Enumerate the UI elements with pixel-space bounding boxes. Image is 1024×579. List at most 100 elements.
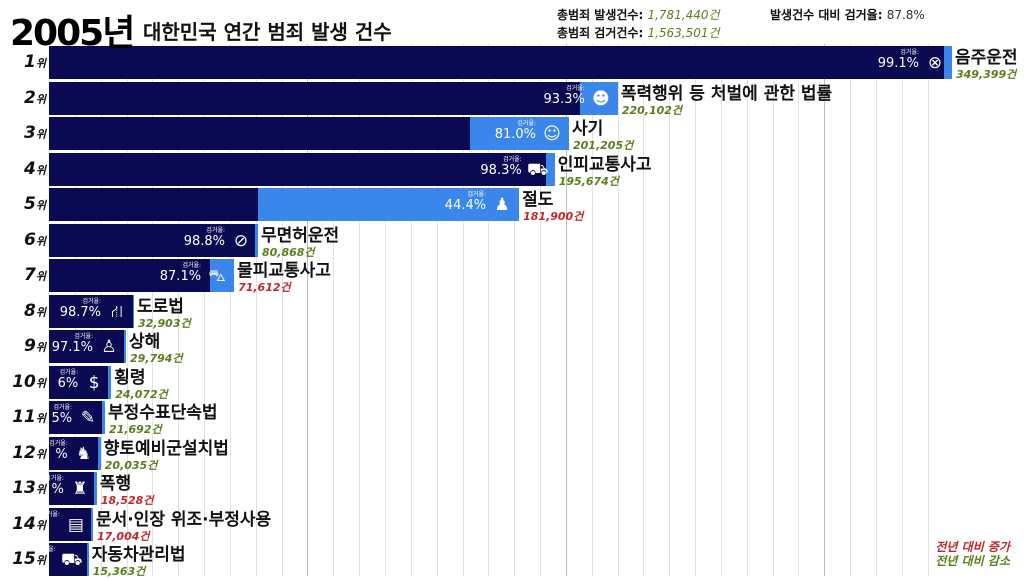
rank-suffix: 위: [35, 518, 46, 532]
arrest-rate: 검거율: 5%: [51, 404, 72, 426]
rank-number: 1: [24, 52, 36, 72]
no-license-icon: ⊘: [233, 230, 249, 251]
rank-label: 2위: [0, 88, 46, 108]
total-occurrence-label: 총범죄 발생건수:: [557, 8, 644, 22]
arrest-rate: 검거율: 87.1%: [160, 262, 201, 284]
rank-suffix: 위: [35, 483, 46, 496]
arrest-rate-value: 5%: [51, 411, 73, 426]
count-label: 349,399건: [956, 68, 1017, 81]
rank-label: 11위: [0, 407, 46, 427]
bar-arrested: [49, 259, 211, 292]
bar-arrested: [49, 401, 103, 434]
money-bag-icon: $: [88, 372, 100, 393]
injured-person-icon: ♙: [101, 337, 117, 357]
total-occurrence: 총범죄 발생건수: 1,781,440건: [557, 6, 720, 23]
category-label: 자동차관리법: [91, 545, 186, 565]
gridline: [772, 44, 774, 576]
arrest-rate: 검거율:%: [49, 440, 68, 462]
arrest-rate-value: 98.3%: [480, 162, 522, 178]
rank-number: 2: [24, 87, 36, 108]
rank-number: 4: [24, 158, 36, 179]
rank-suffix: 위: [35, 234, 46, 248]
arrest-rate-label: 검거율:: [74, 333, 94, 340]
gridline: [229, 44, 231, 576]
rank-label: 1위: [0, 52, 46, 72]
bar-arrested: [49, 188, 258, 221]
rank-number: 13: [12, 478, 36, 498]
gridline: [255, 44, 257, 576]
rank-suffix: 위: [35, 554, 46, 567]
arrest-rate-value: 98.8%: [183, 233, 225, 249]
gridline: [720, 44, 722, 576]
rank-label: 12위: [0, 443, 46, 463]
rank-suffix: 위: [35, 270, 46, 283]
category-label: 폭행: [99, 474, 132, 494]
arrest-rate-label: 검거율:: [45, 475, 64, 482]
bar-arrested: [49, 507, 91, 541]
chart-title: 대한민국 연간 범죄 발생 건수: [143, 20, 392, 44]
rank-suffix: 위: [35, 57, 46, 70]
arrest-rate: 검거율:: [41, 511, 60, 518]
rank-number: 14: [12, 513, 36, 534]
count-label: 17,004건: [96, 529, 150, 543]
count-label: 29,794건: [130, 352, 183, 365]
count-label: 20,035건: [104, 458, 158, 472]
rank-label: 4위: [0, 159, 46, 179]
count-label: 71,612건: [238, 281, 291, 294]
legend-increase: 전년 대비 증가: [935, 540, 1010, 554]
arrest-rate-label: 검거율:: [467, 191, 487, 198]
arrest-rate: 검거율: 98.8%: [184, 227, 225, 249]
arrest-rate-label: 검거율:: [900, 49, 919, 56]
category-label: 상해: [129, 332, 161, 352]
gridline: [178, 44, 180, 576]
arrest-rate-value: %: [55, 446, 68, 462]
arrest-rate: 검거율: 44.4%: [445, 191, 486, 213]
gridline: [307, 44, 309, 576]
arrest-rate: 검거율: 98.3%: [480, 156, 521, 178]
count-label: 195,674건: [558, 174, 619, 188]
arrest-rate-value: 98.7%: [59, 304, 102, 320]
count-label: 21,692건: [109, 423, 162, 436]
arrest-rate: 검거율:%: [45, 475, 64, 497]
gridline: [617, 44, 619, 576]
rank-suffix: 위: [35, 376, 46, 390]
group-icon: ☻: [591, 88, 610, 109]
rank-number: 3: [24, 123, 36, 143]
rank-suffix: 위: [35, 128, 46, 141]
car-pedestrian-icon: ⛟: [527, 159, 549, 180]
bar-arrested: [49, 117, 471, 150]
category-label: 폭력행위 등 처벌에 관한 법률: [620, 83, 833, 104]
rank-label: 5위: [0, 194, 46, 214]
rank-label: 8위: [0, 301, 46, 321]
arrest-ratio: 발생건수 대비 검거율: 87.8%: [770, 6, 925, 23]
arrest-rate-value: 99.1%: [877, 56, 919, 71]
rank-number: 11: [12, 407, 36, 427]
category-label: 무면허운전: [260, 225, 340, 246]
gridline: [591, 44, 593, 576]
arrest-rate: 검거율:: [37, 546, 56, 553]
bar-arrested: [49, 81, 580, 115]
rank-number: 5: [24, 194, 36, 214]
rank-suffix: 위: [35, 305, 46, 319]
rank-suffix: 위: [35, 412, 46, 425]
bar-arrested: [49, 294, 133, 328]
rank-label: 3위: [0, 123, 46, 143]
arrest-rate-label: 검거율:: [41, 510, 60, 518]
gridline: [384, 44, 386, 576]
total-arrest: 총범죄 검거건수: 1,563,501건: [557, 24, 720, 41]
category-label: 인피교통사고: [557, 154, 652, 175]
gridline: [695, 44, 697, 576]
gridline: [152, 44, 154, 576]
gridline: [565, 44, 567, 576]
count-label: 181,900건: [523, 210, 584, 223]
bar-arrested: [49, 365, 109, 399]
year-title: 2005년: [10, 13, 135, 54]
gridline: [746, 44, 748, 576]
rank-label: 14위: [0, 514, 46, 534]
arrest-rate-value: 93.3%: [543, 91, 585, 107]
gridline: [488, 44, 490, 576]
rank-suffix: 위: [35, 341, 46, 354]
bar-arrested: [49, 223, 256, 257]
category-label: 음주운전: [955, 48, 1018, 68]
